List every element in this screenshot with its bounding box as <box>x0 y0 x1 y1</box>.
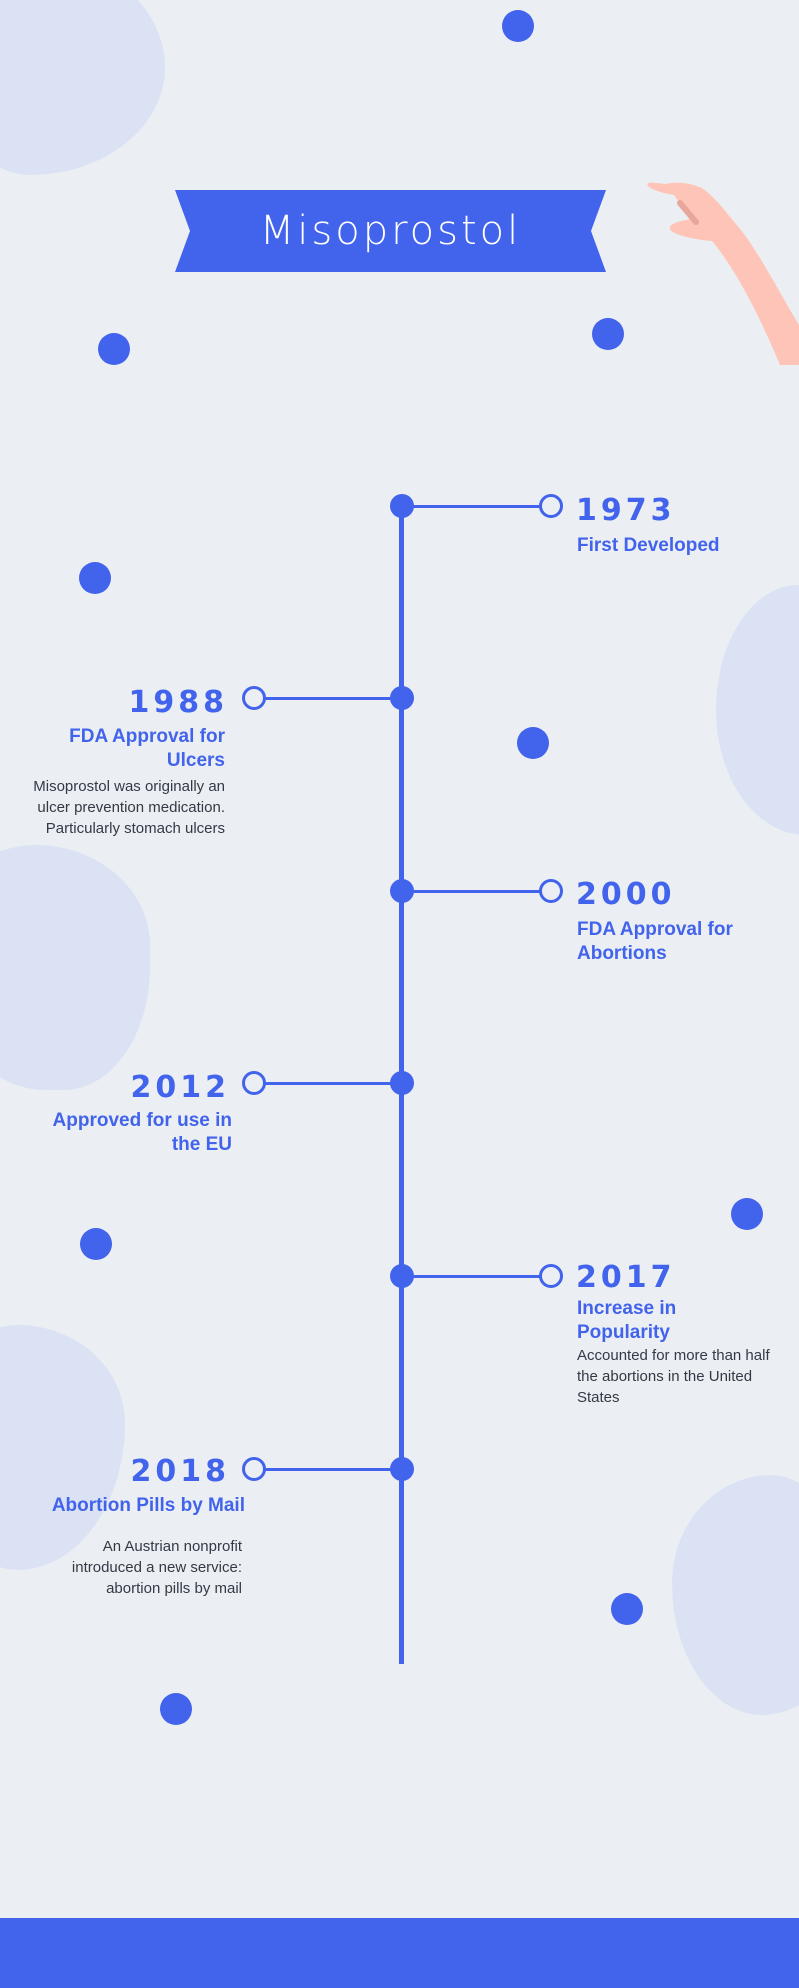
footer-bar <box>0 1918 799 1988</box>
timeline-connector <box>412 505 542 508</box>
decorative-blob <box>0 1325 125 1570</box>
decorative-blob <box>716 585 799 835</box>
timeline-year: 1988 <box>128 685 228 720</box>
decorative-dot <box>731 1198 763 1230</box>
decorative-blob <box>0 845 150 1090</box>
timeline-marker-ring <box>242 686 266 710</box>
timeline-node <box>390 494 414 518</box>
timeline-node <box>390 879 414 903</box>
decorative-dot <box>502 10 534 42</box>
timeline-label: Abortion Pills by Mail <box>51 1495 245 1516</box>
timeline-node <box>390 686 414 710</box>
timeline-year: 2018 <box>130 1454 230 1489</box>
timeline-node <box>390 1264 414 1288</box>
decorative-blob <box>0 0 165 175</box>
timeline-year: 1973 <box>576 493 676 528</box>
timeline-label: Increase in Popularity <box>577 1298 677 1343</box>
decorative-dot <box>592 318 624 350</box>
timeline-node <box>390 1457 414 1481</box>
title-banner: Misoprostol <box>175 190 606 272</box>
timeline-marker-ring <box>242 1457 266 1481</box>
timeline-connector <box>412 890 542 893</box>
decorative-dot <box>80 1228 112 1260</box>
timeline-connector <box>412 1275 542 1278</box>
timeline-label: FDA Approval for Abortions <box>577 919 733 964</box>
decorative-dot <box>79 562 111 594</box>
timeline-connector <box>262 1082 392 1085</box>
timeline-year: 2000 <box>576 877 676 912</box>
timeline-description: An Austrian nonprofit introduced a new s… <box>71 1538 242 1597</box>
timeline-description: Accounted for more than half the abortio… <box>577 1347 770 1406</box>
timeline-marker-ring <box>242 1071 266 1095</box>
timeline-year: 2012 <box>130 1070 230 1105</box>
timeline-label: First Developed <box>577 535 720 556</box>
decorative-dot <box>98 333 130 365</box>
decorative-dot <box>611 1593 643 1625</box>
decorative-dot <box>160 1693 192 1725</box>
decorative-dot <box>517 727 549 759</box>
page-title: Misoprostol <box>259 208 522 254</box>
timeline-label: Approved for use in the EU <box>52 1110 232 1155</box>
pointing-hand-illustration <box>640 175 799 370</box>
timeline-marker-ring <box>539 494 563 518</box>
timeline-marker-ring <box>539 1264 563 1288</box>
timeline-node <box>390 1071 414 1095</box>
timeline-connector <box>262 1468 392 1471</box>
timeline-connector <box>262 697 392 700</box>
decorative-blob <box>672 1475 799 1715</box>
timeline-marker-ring <box>539 879 563 903</box>
timeline-label: FDA Approval for Ulcers <box>69 726 225 771</box>
timeline-year: 2017 <box>576 1260 676 1295</box>
timeline-description: Misoprostol was originally an ulcer prev… <box>33 778 225 837</box>
